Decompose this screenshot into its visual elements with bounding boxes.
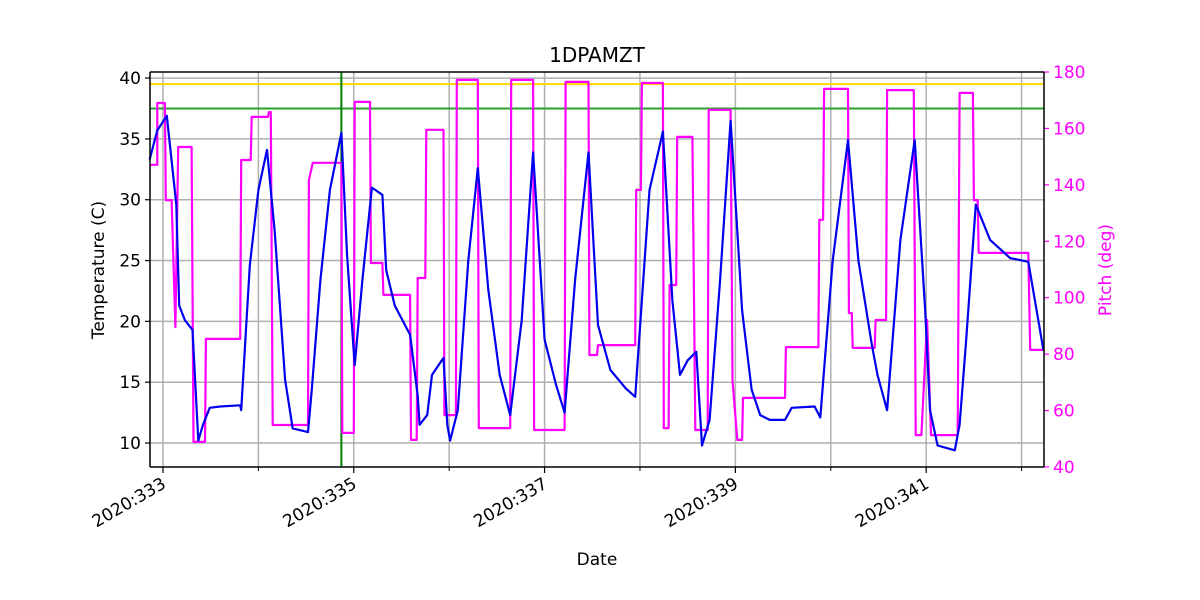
y-tick-label: 20 — [119, 312, 141, 332]
y-tick-label: 25 — [119, 252, 141, 272]
y-tick-label: 10 — [119, 434, 141, 454]
y2-tick-label: 40 — [1053, 458, 1075, 478]
y-tick-label: 35 — [119, 130, 141, 150]
x-axis-label: Date — [577, 550, 618, 570]
y-tick-label: 30 — [119, 191, 141, 211]
y2-tick-label: 120 — [1053, 232, 1085, 252]
y-tick-label: 15 — [119, 373, 141, 393]
y2-axis-label: Pitch (deg) — [1096, 224, 1116, 316]
y2-tick-label: 100 — [1053, 289, 1085, 309]
data-line — [148, 114, 1045, 452]
y-axis-label: Temperature (C) — [89, 201, 109, 340]
y2-tick-label: 140 — [1053, 176, 1085, 196]
y-tick-label: 40 — [119, 69, 141, 89]
y2-tick-label: 160 — [1053, 119, 1085, 139]
y2-tick-label: 80 — [1053, 345, 1075, 365]
y2-tick-label: 180 — [1053, 63, 1085, 83]
chart-title: 1DPAMZT — [549, 43, 646, 67]
data-line — [149, 78, 1044, 443]
y2-tick-label: 60 — [1053, 402, 1075, 422]
